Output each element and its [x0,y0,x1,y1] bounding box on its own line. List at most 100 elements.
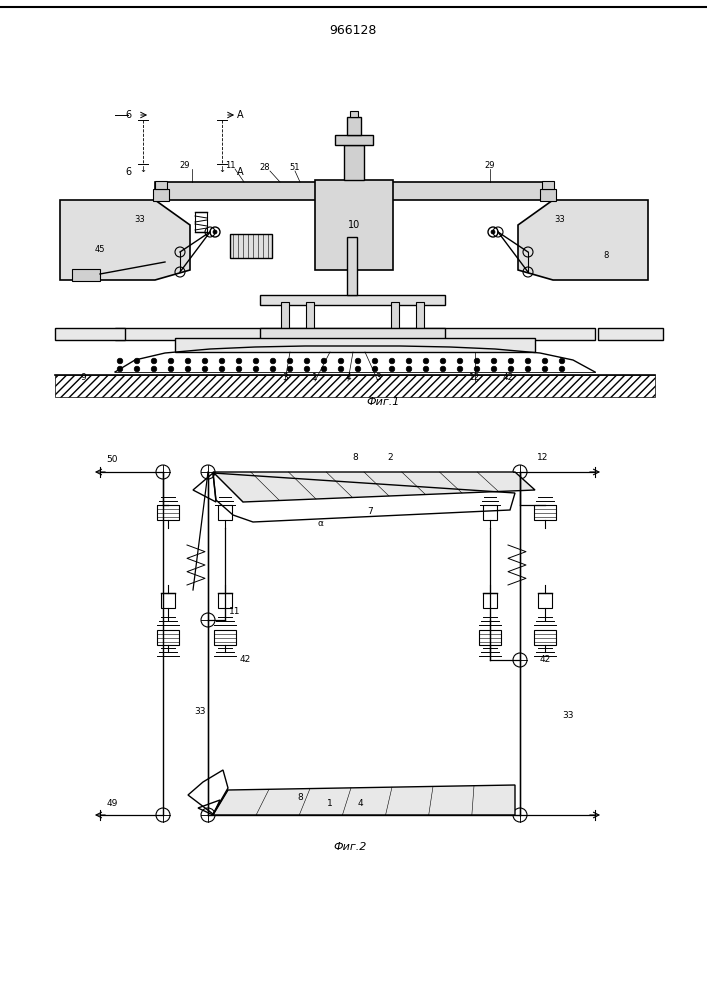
Bar [534,630,556,645]
Circle shape [407,358,411,364]
Bar [218,593,232,608]
Text: A: A [237,167,243,177]
Bar [260,328,445,340]
Text: 12: 12 [537,454,549,462]
Circle shape [287,366,293,372]
Bar [230,234,272,258]
Circle shape [219,358,225,364]
Circle shape [474,358,480,364]
Bar [534,505,556,520]
Text: 49: 49 [106,798,117,808]
Text: 29: 29 [180,160,190,169]
Bar [195,212,207,232]
Circle shape [525,358,531,364]
Circle shape [304,358,310,364]
Bar [347,237,357,295]
Bar [483,593,497,608]
Bar [214,630,236,645]
Polygon shape [213,785,515,815]
Text: 33: 33 [554,216,566,225]
Bar [218,505,232,520]
Text: 12: 12 [469,373,481,382]
Circle shape [117,366,123,372]
Circle shape [270,366,276,372]
Text: 6: 6 [125,110,131,120]
Bar [538,593,552,608]
Text: 3: 3 [375,373,381,382]
Bar [344,145,364,180]
Circle shape [253,358,259,364]
Text: 33: 33 [562,710,574,720]
Text: 45: 45 [95,245,105,254]
Bar [157,505,179,520]
Circle shape [151,358,157,364]
Circle shape [134,358,140,364]
Text: 6: 6 [125,167,131,177]
Bar [416,302,424,328]
Polygon shape [518,200,648,280]
Text: ↓: ↓ [139,165,146,174]
Bar [335,135,373,145]
Bar [483,505,497,520]
Circle shape [151,366,157,372]
Circle shape [423,366,429,372]
Circle shape [491,230,495,234]
Circle shape [423,358,429,364]
Circle shape [389,366,395,372]
Text: 51: 51 [290,162,300,172]
Bar [175,338,535,352]
Circle shape [338,358,344,364]
Text: 50: 50 [106,456,118,464]
Circle shape [219,366,225,372]
Circle shape [440,358,446,364]
Circle shape [407,366,411,372]
Circle shape [168,366,174,372]
Circle shape [542,366,548,372]
Text: 42: 42 [503,373,513,382]
Circle shape [372,366,378,372]
Circle shape [372,358,378,364]
Polygon shape [60,200,190,280]
Text: 42: 42 [539,656,551,664]
Circle shape [491,366,497,372]
Circle shape [236,366,242,372]
Text: 1: 1 [327,800,333,808]
Circle shape [287,358,293,364]
Circle shape [321,358,327,364]
Text: 7: 7 [367,508,373,516]
Text: 11: 11 [225,160,235,169]
Text: Фиг.1: Фиг.1 [366,397,399,407]
Bar [155,181,167,189]
Circle shape [389,358,395,364]
Polygon shape [213,472,535,502]
Text: 11: 11 [229,607,241,616]
Circle shape [321,366,327,372]
Bar [55,375,655,397]
Text: 4: 4 [345,373,351,382]
Bar [315,180,393,270]
Circle shape [457,358,463,364]
Text: 2: 2 [387,454,393,462]
Bar [542,181,554,189]
Bar [347,117,361,135]
Text: 3: 3 [282,373,288,382]
Circle shape [213,230,217,234]
Text: 8: 8 [352,454,358,462]
Circle shape [355,358,361,364]
Text: 9: 9 [80,373,86,382]
Text: Фиг.2: Фиг.2 [333,842,367,852]
Circle shape [134,366,140,372]
Bar [350,111,358,117]
Circle shape [508,358,514,364]
Bar [161,593,175,608]
Text: α: α [317,520,323,528]
Circle shape [559,358,565,364]
Bar [306,302,314,328]
Circle shape [236,358,242,364]
Text: ↓: ↓ [218,165,226,174]
Bar [153,189,169,201]
Circle shape [338,366,344,372]
Circle shape [253,366,259,372]
Text: 33: 33 [194,708,206,716]
Text: 4: 4 [357,800,363,808]
